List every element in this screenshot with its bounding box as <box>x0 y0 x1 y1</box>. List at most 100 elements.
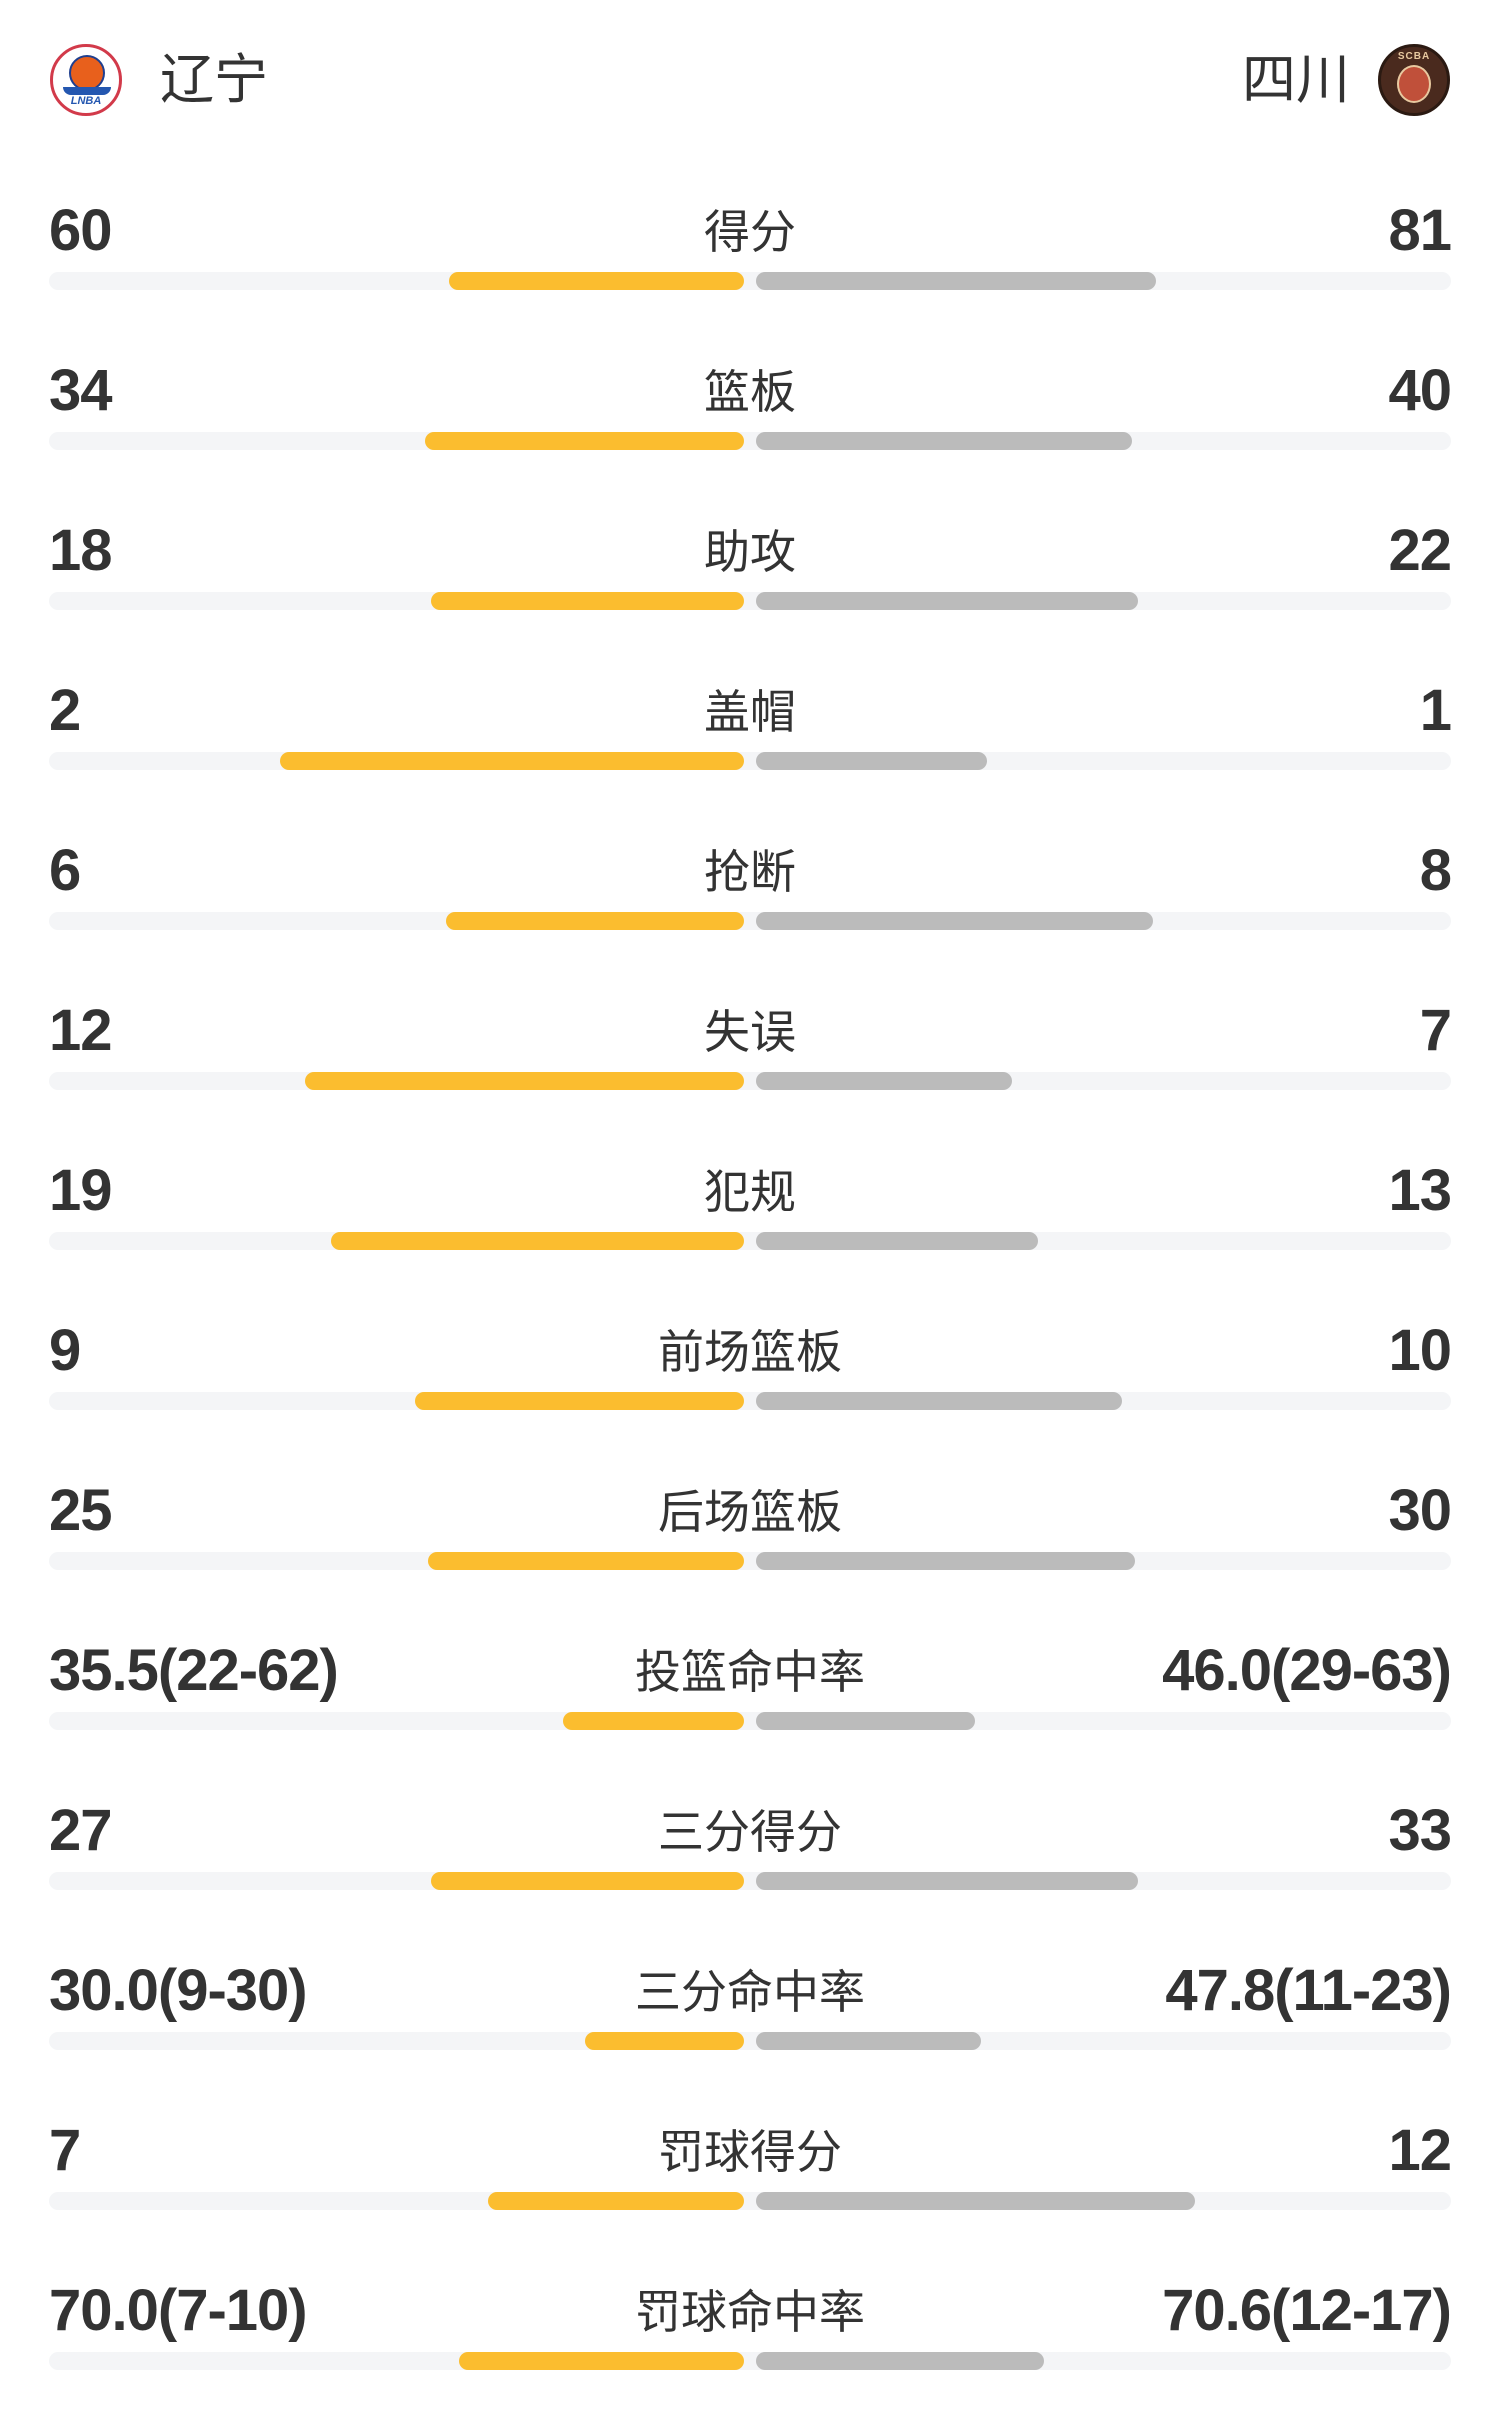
stat-label: 篮板 <box>704 366 796 418</box>
basketball-icon <box>1397 65 1431 103</box>
away-stat-value: 70.6(12-17) <box>1162 2278 1452 2343</box>
stat-label: 后场篮板 <box>658 1486 842 1538</box>
away-stat-value: 7 <box>1419 998 1452 1063</box>
home-stat-bar <box>415 1392 744 1410</box>
away-stat-value: 33 <box>1388 1798 1452 1863</box>
stat-bar-track <box>49 1712 1451 1730</box>
away-stat-value: 8 <box>1419 838 1452 903</box>
home-stat-bar <box>331 1232 744 1250</box>
home-stat-value: 60 <box>49 198 113 263</box>
home-stat-value: 9 <box>49 1318 81 1383</box>
away-stat-bar <box>756 752 987 770</box>
basketball-icon <box>69 55 105 91</box>
home-stat-bar <box>459 2352 744 2370</box>
sichuan-team-logo[interactable]: SCBA <box>1378 44 1450 116</box>
home-stat-bar <box>428 1552 744 1570</box>
stat-bar-track <box>49 1392 1451 1410</box>
stat-label: 罚球命中率 <box>635 2286 865 2338</box>
stat-bar-track <box>49 1232 1451 1250</box>
stat-bar-track <box>49 1872 1451 1890</box>
home-stat-bar <box>280 752 744 770</box>
away-stat-value: 40 <box>1388 358 1452 423</box>
stat-row: 2 盖帽 1 <box>0 656 1500 816</box>
stat-row: 6 抢断 8 <box>0 816 1500 976</box>
stat-bar-track <box>49 432 1451 450</box>
away-stat-bar <box>756 1232 1038 1250</box>
stat-label: 助攻 <box>704 526 796 578</box>
stat-bar-track <box>49 752 1451 770</box>
away-stat-bar <box>756 2192 1195 2210</box>
stat-bar-track <box>49 2032 1451 2050</box>
home-stat-value: 2 <box>49 678 81 743</box>
stat-bar-track <box>49 272 1451 290</box>
stat-bar-track <box>49 1552 1451 1570</box>
home-stat-bar <box>431 592 744 610</box>
home-stat-value: 19 <box>49 1158 113 1223</box>
stat-row: 30.0(9-30) 三分命中率 47.8(11-23) <box>0 1936 1500 2096</box>
home-stat-value: 6 <box>49 838 81 903</box>
away-stat-value: 12 <box>1388 2118 1452 2183</box>
home-stat-value: 18 <box>49 518 113 583</box>
home-stat-bar <box>425 432 744 450</box>
stat-bar-track <box>49 2192 1451 2210</box>
home-stat-value: 70.0(7-10) <box>49 2278 308 2343</box>
home-stat-bar <box>449 272 744 290</box>
away-stat-bar <box>756 1072 1012 1090</box>
away-stat-bar <box>756 912 1153 930</box>
stat-row: 34 篮板 40 <box>0 336 1500 496</box>
home-stat-bar <box>431 1872 744 1890</box>
stat-bar-track <box>49 592 1451 610</box>
home-team-name[interactable]: 辽宁 <box>160 50 268 110</box>
stat-row: 7 罚球得分 12 <box>0 2096 1500 2256</box>
home-stat-value: 27 <box>49 1798 113 1863</box>
away-stat-value: 47.8(11-23) <box>1165 1958 1452 2023</box>
stat-row: 27 三分得分 33 <box>0 1776 1500 1936</box>
stat-row: 25 后场篮板 30 <box>0 1456 1500 1616</box>
home-logo-text: LNBA <box>70 95 102 107</box>
stat-row: 12 失误 7 <box>0 976 1500 1136</box>
stat-label: 得分 <box>704 206 796 258</box>
away-team-name[interactable]: 四川 <box>1242 50 1350 110</box>
away-logo-text: SCBA <box>1397 51 1431 62</box>
home-stat-value: 7 <box>49 2118 81 2183</box>
stat-label: 失误 <box>704 1006 796 1058</box>
stat-bar-track <box>49 912 1451 930</box>
home-stat-bar <box>488 2192 744 2210</box>
away-stat-bar <box>756 1392 1122 1410</box>
stat-row: 9 前场篮板 10 <box>0 1296 1500 1456</box>
away-stat-value: 1 <box>1419 678 1452 743</box>
away-stat-value: 13 <box>1388 1158 1452 1223</box>
away-stat-bar <box>756 272 1156 290</box>
away-stat-bar <box>756 1872 1138 1890</box>
stat-row: 19 犯规 13 <box>0 1136 1500 1296</box>
home-stat-bar <box>446 912 744 930</box>
away-stat-value: 30 <box>1388 1478 1452 1543</box>
stat-label: 抢断 <box>704 846 796 898</box>
stat-label: 犯规 <box>704 1166 796 1218</box>
stat-row: 60 得分 81 <box>0 176 1500 336</box>
home-stat-value: 34 <box>49 358 113 423</box>
stat-bar-track <box>49 1072 1451 1090</box>
home-stat-bar <box>585 2032 744 2050</box>
stat-label: 三分得分 <box>658 1806 842 1858</box>
stat-bar-track <box>49 2352 1451 2370</box>
away-stat-bar <box>756 2352 1044 2370</box>
away-stat-value: 10 <box>1388 1318 1452 1383</box>
home-stat-value: 30.0(9-30) <box>49 1958 308 2023</box>
stat-label: 罚球得分 <box>658 2126 842 2178</box>
home-stat-value: 12 <box>49 998 113 1063</box>
home-stat-bar <box>305 1072 744 1090</box>
away-stat-bar <box>756 1712 975 1730</box>
match-header: LNBA 辽宁 四川 SCBA <box>0 0 1500 160</box>
stat-label: 前场篮板 <box>658 1326 842 1378</box>
liaoning-team-logo[interactable]: LNBA <box>50 44 122 116</box>
home-stat-bar <box>563 1712 744 1730</box>
stat-label: 盖帽 <box>704 686 796 738</box>
home-stat-value: 25 <box>49 1478 113 1543</box>
away-stat-bar <box>756 1552 1135 1570</box>
wave-icon <box>63 87 111 95</box>
away-stat-value: 46.0(29-63) <box>1162 1638 1452 1703</box>
away-stat-bar <box>756 432 1132 450</box>
stat-label: 投篮命中率 <box>635 1646 865 1698</box>
stat-label: 三分命中率 <box>635 1966 865 2018</box>
